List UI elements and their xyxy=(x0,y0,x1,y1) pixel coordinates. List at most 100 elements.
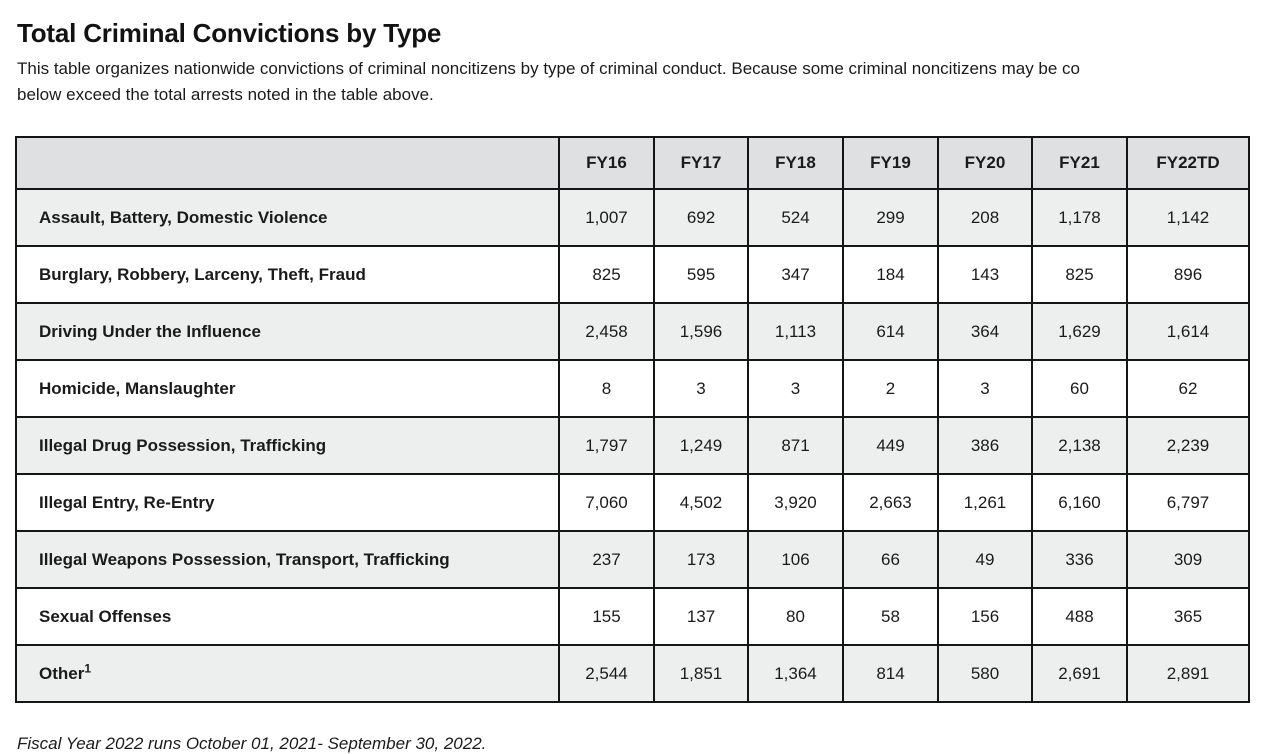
value-cell: 8 xyxy=(558,359,655,418)
year-column-header: FY18 xyxy=(747,136,844,190)
table-row: Driving Under the Influence 2,458 1,596 1,1… xyxy=(15,302,1250,361)
value-cell: 2,891 xyxy=(1126,644,1250,703)
row-label-text: Assault, Battery, Domestic Violence xyxy=(39,207,328,227)
year-column-header: FY19 xyxy=(842,136,939,190)
value-cell: 386 xyxy=(937,416,1033,475)
year-column-header: FY21 xyxy=(1031,136,1128,190)
row-label: Other1 xyxy=(15,644,560,703)
value-cell: 2,138 xyxy=(1031,416,1128,475)
row-label: Sexual Offenses xyxy=(15,587,560,646)
value-cell: 49 xyxy=(937,530,1033,589)
row-label-text: Illegal Drug Possession, Trafficking xyxy=(39,435,327,455)
value-cell: 595 xyxy=(653,245,749,304)
year-column-header: FY22TD xyxy=(1126,136,1250,190)
value-cell: 208 xyxy=(937,188,1033,247)
value-cell: 309 xyxy=(1126,530,1250,589)
value-cell: 814 xyxy=(842,644,939,703)
value-cell: 6,160 xyxy=(1031,473,1128,532)
year-column-header: FY16 xyxy=(558,136,655,190)
value-cell: 347 xyxy=(747,245,844,304)
table-row: Illegal Drug Possession, Trafficking 1,79… xyxy=(15,416,1250,475)
table-row: Sexual Offenses 155 137 80 58 156 488 365 xyxy=(15,587,1250,646)
value-cell: 1,797 xyxy=(558,416,655,475)
value-cell: 2,458 xyxy=(558,302,655,361)
table-row: Homicide, Manslaughter 8 3 3 2 3 60 62 xyxy=(15,359,1250,418)
footnote-marker: 1 xyxy=(84,660,92,675)
value-cell: 1,596 xyxy=(653,302,749,361)
value-cell: 156 xyxy=(937,587,1033,646)
value-cell: 336 xyxy=(1031,530,1128,589)
value-cell: 488 xyxy=(1031,587,1128,646)
value-cell: 2,544 xyxy=(558,644,655,703)
value-cell: 62 xyxy=(1126,359,1250,418)
value-cell: 173 xyxy=(653,530,749,589)
value-cell: 237 xyxy=(558,530,655,589)
convictions-table: FY16 FY17 FY18 FY19 FY20 FY21 FY22TD Assault, … xyxy=(15,136,1250,703)
row-label: Illegal Weapons Possession, Transport, T… xyxy=(15,530,560,589)
fiscal-year-note: Fiscal Year 2022 runs October 01, 2021- … xyxy=(17,734,487,753)
value-cell: 60 xyxy=(1031,359,1128,418)
value-cell: 299 xyxy=(842,188,939,247)
corner-cell xyxy=(15,136,560,190)
row-label-text: Homicide, Manslaughter xyxy=(39,378,236,398)
value-cell: 184 xyxy=(842,245,939,304)
row-label-text: Driving Under the Influence xyxy=(39,321,261,341)
value-cell: 1,178 xyxy=(1031,188,1128,247)
value-cell: 1,364 xyxy=(747,644,844,703)
value-cell: 580 xyxy=(937,644,1033,703)
row-label-text: Sexual Offenses xyxy=(39,606,172,626)
value-cell: 871 xyxy=(747,416,844,475)
row-label-text: Other xyxy=(39,663,85,683)
value-cell: 66 xyxy=(842,530,939,589)
value-cell: 2,691 xyxy=(1031,644,1128,703)
table-row: Assault, Battery, Domestic Violence 1,007… xyxy=(15,188,1250,247)
row-label: Assault, Battery, Domestic Violence xyxy=(15,188,560,247)
intro-line-2: below exceed the total arrests noted in … xyxy=(17,85,434,104)
row-label: Illegal Drug Possession, Trafficking xyxy=(15,416,560,475)
value-cell: 4,502 xyxy=(653,473,749,532)
value-cell: 1,249 xyxy=(653,416,749,475)
year-column-header: FY17 xyxy=(653,136,749,190)
row-label-text: Burglary, Robbery, Larceny, Theft, Fraud xyxy=(39,264,366,284)
value-cell: 896 xyxy=(1126,245,1250,304)
intro-text: This table organizes nationwide convicti… xyxy=(17,56,1248,108)
value-cell: 1,113 xyxy=(747,302,844,361)
row-label: Burglary, Robbery, Larceny, Theft, Fraud xyxy=(15,245,560,304)
value-cell: 614 xyxy=(842,302,939,361)
value-cell: 58 xyxy=(842,587,939,646)
value-cell: 143 xyxy=(937,245,1033,304)
value-cell: 3 xyxy=(747,359,844,418)
table-row: Illegal Entry, Re-Entry 7,060 4,502 3,920 2,… xyxy=(15,473,1250,532)
year-column-header: FY20 xyxy=(937,136,1033,190)
value-cell: 6,797 xyxy=(1126,473,1250,532)
value-cell: 155 xyxy=(558,587,655,646)
value-cell: 524 xyxy=(747,188,844,247)
value-cell: 3 xyxy=(937,359,1033,418)
row-label-text: Illegal Weapons Possession, Transport, T… xyxy=(39,549,450,569)
value-cell: 1,142 xyxy=(1126,188,1250,247)
value-cell: 106 xyxy=(747,530,844,589)
value-cell: 825 xyxy=(1031,245,1128,304)
intro-line-1: This table organizes nationwide convicti… xyxy=(17,59,1081,78)
value-cell: 80 xyxy=(747,587,844,646)
value-cell: 2,663 xyxy=(842,473,939,532)
value-cell: 7,060 xyxy=(558,473,655,532)
value-cell: 3,920 xyxy=(747,473,844,532)
value-cell: 825 xyxy=(558,245,655,304)
row-label-text: Illegal Entry, Re-Entry xyxy=(39,492,215,512)
value-cell: 364 xyxy=(937,302,1033,361)
value-cell: 2 xyxy=(842,359,939,418)
row-label: Illegal Entry, Re-Entry xyxy=(15,473,560,532)
row-label: Driving Under the Influence xyxy=(15,302,560,361)
value-cell: 3 xyxy=(653,359,749,418)
table-row: Other1 2,544 1,851 1,364 814 580 2,691 2,891 xyxy=(15,644,1250,703)
table-row: Illegal Weapons Possession, Transport, T… xyxy=(15,530,1250,589)
value-cell: 137 xyxy=(653,587,749,646)
table-header-row: FY16 FY17 FY18 FY19 FY20 FY21 FY22TD xyxy=(15,136,1250,190)
value-cell: 1,614 xyxy=(1126,302,1250,361)
value-cell: 1,007 xyxy=(558,188,655,247)
value-cell: 1,261 xyxy=(937,473,1033,532)
table-row: Burglary, Robbery, Larceny, Theft, Fraud… xyxy=(15,245,1250,304)
value-cell: 692 xyxy=(653,188,749,247)
value-cell: 365 xyxy=(1126,587,1250,646)
